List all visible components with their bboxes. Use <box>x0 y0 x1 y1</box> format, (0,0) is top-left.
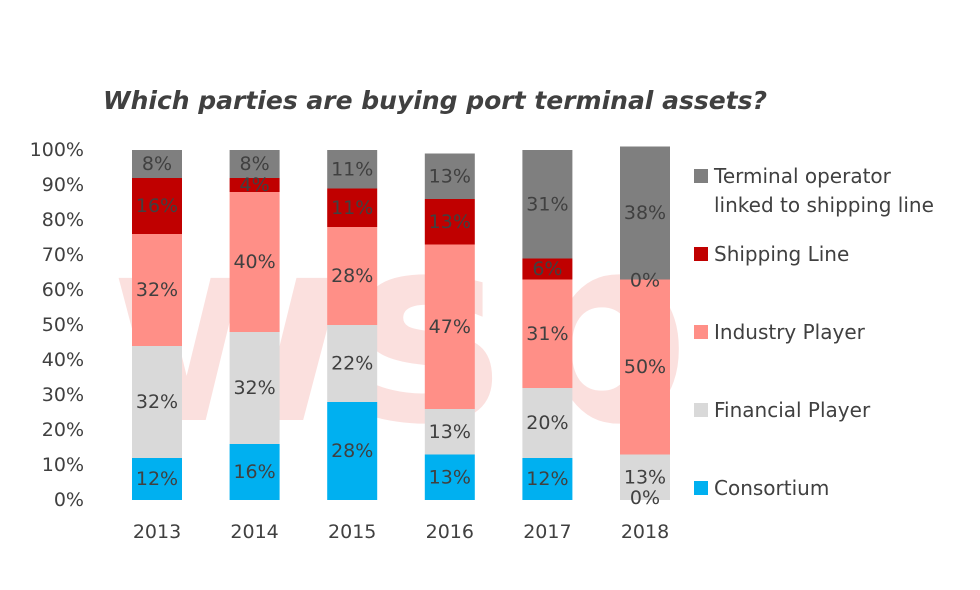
x-tick-label: 2016 <box>426 521 474 543</box>
data-label: 20% <box>526 412 568 434</box>
bar-segment <box>522 279 573 388</box>
data-label: 32% <box>136 391 178 413</box>
data-label: 32% <box>233 377 275 399</box>
bar-segment <box>132 178 182 234</box>
y-tick-label: 30% <box>42 384 84 406</box>
data-label: 16% <box>136 195 178 217</box>
bar-segment <box>424 409 475 455</box>
bar-segment <box>327 325 378 402</box>
legend-swatch <box>694 481 708 495</box>
data-label: 28% <box>331 265 373 287</box>
y-tick-label: 90% <box>42 174 84 196</box>
bar-segment <box>132 234 182 346</box>
y-tick-label: 60% <box>42 279 84 301</box>
data-label: 31% <box>526 323 568 345</box>
x-tick-label: 2018 <box>621 521 669 543</box>
x-tick-label: 2017 <box>523 521 571 543</box>
data-label: 4% <box>240 174 270 196</box>
data-label: 22% <box>331 353 373 375</box>
bar-segment <box>327 188 378 227</box>
data-label: 31% <box>526 193 568 215</box>
legend: Terminal operator linked to shipping line… <box>694 164 934 500</box>
bar-segment <box>522 388 573 458</box>
legend-entry: Consortium <box>714 476 829 500</box>
watermark-logo: wsp <box>109 180 690 482</box>
chart-title: Which parties are buying port terminal a… <box>103 86 768 115</box>
data-label: 6% <box>532 258 562 280</box>
legend-entry: linked to shipping line <box>714 193 934 217</box>
data-label: 12% <box>526 468 568 490</box>
bar-segment <box>424 199 475 245</box>
bar-segment <box>424 244 475 409</box>
bar-segment <box>327 227 378 325</box>
legend-swatch <box>694 169 708 183</box>
y-tick-label: 20% <box>42 419 84 441</box>
y-axis-ticks: 0% 10% 20% 30% 40% 50% 60% 70% 80% 90% 100% <box>30 139 84 511</box>
bar-segment <box>522 150 573 259</box>
data-label: 50% <box>624 356 666 378</box>
bar-segment <box>229 192 280 332</box>
data-labels: 12%32%32%16%8%16%32%40%4%8%28%22%28%11%1… <box>136 153 666 509</box>
legend-swatch <box>694 403 708 417</box>
bar-segment <box>620 454 670 500</box>
data-label: 0% <box>630 487 660 509</box>
bar-segment <box>327 150 378 189</box>
y-tick-label: 50% <box>42 314 84 336</box>
legend-entry: Shipping Line <box>714 242 849 266</box>
data-label: 8% <box>240 153 270 175</box>
bar-segment <box>132 346 182 458</box>
y-tick-label: 10% <box>42 454 84 476</box>
data-label: 28% <box>331 440 373 462</box>
bar-segment <box>522 258 573 280</box>
data-label: 8% <box>142 153 172 175</box>
legend-entry: Industry Player <box>714 320 866 344</box>
data-label: 11% <box>331 158 373 180</box>
data-label: 13% <box>429 165 471 187</box>
x-tick-label: 2013 <box>133 521 181 543</box>
data-label: 16% <box>233 461 275 483</box>
legend-entry: Terminal operator <box>713 164 892 188</box>
legend-swatch <box>694 325 708 339</box>
bar-segment <box>424 454 475 500</box>
bar-segment <box>522 458 573 500</box>
y-tick-label: 70% <box>42 244 84 266</box>
bar-segment <box>620 279 670 455</box>
x-tick-label: 2014 <box>230 521 278 543</box>
y-tick-label: 0% <box>54 489 84 511</box>
x-axis-ticks: 2013 2014 2015 2016 2017 2018 <box>133 521 669 543</box>
data-label: 13% <box>429 466 471 488</box>
data-label: 13% <box>429 211 471 233</box>
data-label: 12% <box>136 468 178 490</box>
data-label: 11% <box>331 197 373 219</box>
bar-segment <box>229 444 280 500</box>
data-label: 40% <box>233 251 275 273</box>
data-label: 0% <box>630 270 660 292</box>
bar-segment <box>620 146 670 280</box>
y-tick-label: 40% <box>42 349 84 371</box>
bar-segment <box>229 178 280 192</box>
bar-segment <box>229 332 280 444</box>
bar-segment <box>229 150 280 178</box>
data-label: 13% <box>624 466 666 488</box>
y-tick-label: 100% <box>30 139 84 161</box>
bars <box>132 146 670 500</box>
bar-segment <box>327 402 378 500</box>
bar-segment <box>424 153 475 199</box>
x-tick-label: 2015 <box>328 521 376 543</box>
legend-swatch <box>694 247 708 261</box>
legend-entry: Financial Player <box>714 398 871 422</box>
watermark: wsp <box>109 180 690 482</box>
data-label: 13% <box>429 421 471 443</box>
y-tick-label: 80% <box>42 209 84 231</box>
bar-segment <box>132 150 182 178</box>
data-label: 32% <box>136 279 178 301</box>
data-label: 38% <box>624 202 666 224</box>
data-label: 47% <box>429 316 471 338</box>
bar-segment <box>132 458 182 500</box>
